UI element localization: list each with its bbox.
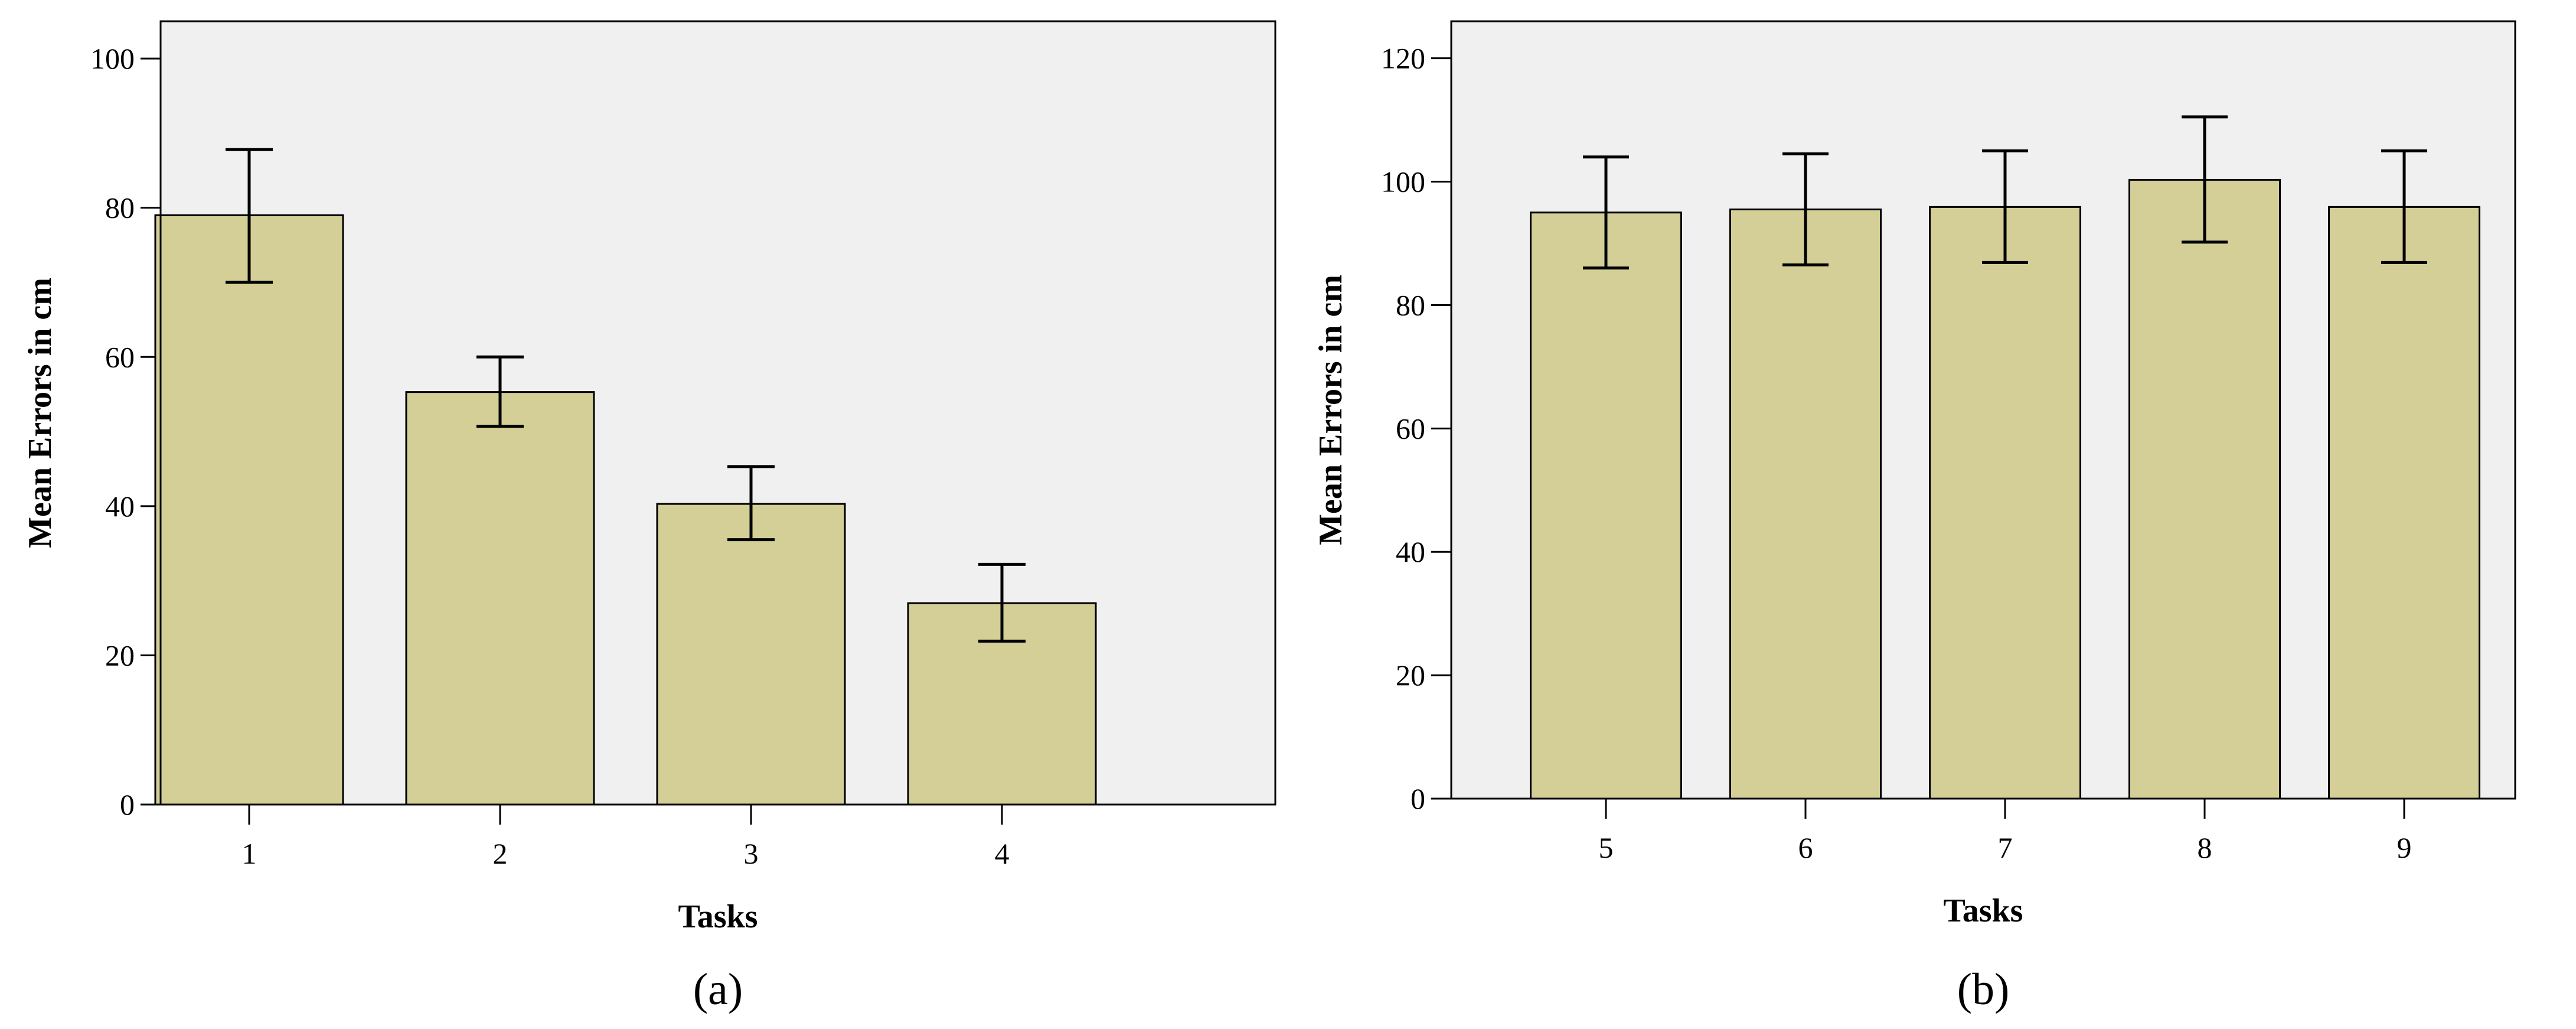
bar-task-8	[2128, 178, 2281, 800]
x-tick-label: 2	[493, 837, 508, 870]
y-tick-label: 40	[1396, 535, 1425, 568]
y-tick-label: 80	[105, 191, 135, 224]
y-tick-label: 100	[90, 42, 135, 75]
y-tick-label: 60	[105, 340, 135, 373]
y-tick-label: 40	[105, 490, 135, 523]
x-tick-label: 8	[2198, 831, 2212, 864]
x-tick-label: 1	[242, 837, 257, 870]
bar-task-2	[405, 391, 595, 806]
x-tick-label: 6	[1798, 831, 1813, 864]
y-tick-label: 60	[1396, 412, 1425, 445]
y-axis-title: Mean Errors in cm	[22, 278, 58, 548]
y-tick-label: 20	[1396, 659, 1425, 692]
bar-task-9	[2328, 206, 2480, 800]
x-tick-label: 7	[1998, 831, 2013, 864]
bar-task-1	[154, 214, 344, 806]
chart-panel-b: 0 20 40 60 80 100 120 5 6 7 8 9 Mean Errors in cm Tas…	[1313, 20, 2516, 1014]
bar-task-6	[1729, 209, 1882, 800]
y-tick-label: 0	[120, 788, 135, 821]
x-tick-label: 4	[995, 837, 1010, 870]
x-axis-title: Tasks	[678, 898, 758, 935]
x-tick-label: 5	[1599, 831, 1614, 864]
y-tick-label: 0	[1411, 782, 1425, 815]
x-tick-label: 3	[744, 837, 759, 870]
x-tick-label: 9	[2397, 831, 2412, 864]
y-tick-label: 120	[1381, 42, 1425, 75]
panel-label: (a)	[693, 965, 743, 1014]
chart-panel-a: 0 20 40 60 80 100 1 2 3 4 Mean Errors in cm Tasks (a…	[22, 20, 1276, 1014]
bar-task-5	[1530, 211, 1682, 800]
y-tick-label: 100	[1381, 165, 1425, 198]
bar-task-7	[1929, 206, 2081, 800]
y-tick-label: 80	[1396, 288, 1425, 321]
y-axis-title: Mean Errors in cm	[1313, 275, 1349, 545]
bar-task-3	[656, 503, 846, 806]
y-tick-label: 20	[105, 639, 135, 672]
x-axis-title: Tasks	[1944, 893, 2023, 929]
panel-label: (b)	[1957, 965, 2010, 1014]
